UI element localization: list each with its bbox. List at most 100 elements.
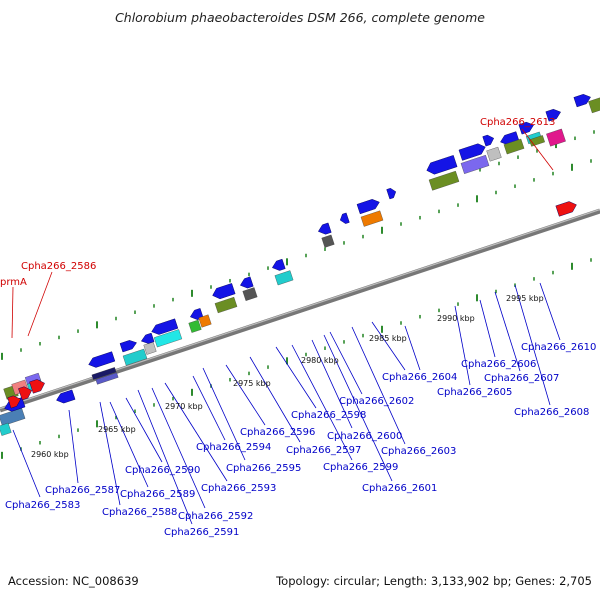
gene-box-shape [122, 348, 148, 366]
gene-box[interactable] [588, 97, 600, 114]
highlight-label[interactable]: prmA [0, 277, 27, 288]
gene-label[interactable]: Cpha266_2597 [286, 445, 361, 456]
gene-arrow[interactable] [211, 283, 236, 300]
gene-label[interactable]: Cpha266_2602 [339, 396, 414, 407]
gene-box[interactable] [153, 329, 183, 348]
leader-line [27, 271, 53, 337]
map-title: Chlorobium phaeobacteroides DSM 266, com… [115, 10, 485, 25]
gene-label[interactable]: Cpha266_2608 [514, 407, 589, 418]
gene-arrow[interactable] [150, 318, 179, 337]
gene-box-shape [198, 314, 212, 328]
gene-arrow[interactable] [317, 222, 332, 236]
gene-label[interactable]: Cpha266_2588 [102, 507, 177, 518]
gene-box[interactable] [122, 348, 148, 366]
gene-box[interactable] [428, 170, 460, 191]
gene-label[interactable]: Cpha266_2601 [362, 483, 437, 494]
gene-box[interactable] [143, 341, 157, 355]
gene-arrow[interactable] [189, 308, 204, 321]
leader-line [291, 344, 353, 461]
gene-arrow[interactable] [119, 338, 138, 353]
gene-arrow[interactable] [356, 197, 381, 215]
leader-line [249, 356, 301, 443]
gene-label[interactable]: Cpha266_2595 [226, 463, 301, 474]
gene-label[interactable]: Cpha266_2603 [381, 446, 456, 457]
gene-arrow-shape [18, 386, 32, 401]
gene-box[interactable] [214, 296, 238, 314]
gene-box[interactable] [91, 367, 117, 380]
gene-box-shape [153, 329, 183, 348]
gene-arrow-shape [56, 389, 76, 404]
gene-label[interactable]: Cpha266_2604 [382, 372, 457, 383]
gene-label[interactable]: Cpha266_2593 [201, 483, 276, 494]
gene-box[interactable] [360, 210, 384, 227]
leader-line [225, 364, 266, 426]
gene-box[interactable] [546, 128, 566, 147]
gene-box[interactable] [188, 319, 202, 333]
scale-label: 2980 kbp [301, 356, 339, 365]
gene-arrow[interactable] [386, 187, 398, 200]
gene-label[interactable]: Cpha266_2598 [291, 410, 366, 421]
gene-box[interactable] [460, 154, 490, 174]
gene-arrow-shape [545, 108, 561, 122]
gene-box[interactable] [321, 234, 335, 248]
gene-arrow[interactable] [458, 142, 487, 161]
gene-label[interactable]: Cpha266_2600 [327, 431, 402, 442]
gene-arrow[interactable] [18, 385, 33, 401]
gene-box-shape [95, 372, 119, 385]
gene-label[interactable]: Cpha266_2594 [196, 442, 271, 453]
gene-box-shape [460, 154, 490, 174]
gene-arrow[interactable] [482, 133, 496, 147]
gene-arrow[interactable] [140, 332, 155, 345]
gene-arrow[interactable] [518, 120, 535, 135]
gene-label[interactable]: Cpha266_2599 [323, 462, 398, 473]
gene-arrow-shape [212, 283, 236, 300]
leader-line [514, 284, 551, 406]
gene-arrow[interactable] [239, 276, 254, 290]
gene-box[interactable] [274, 270, 294, 286]
leader-line [12, 429, 41, 498]
gene-arrow-shape [272, 258, 286, 271]
gene-box[interactable] [198, 314, 212, 328]
gene-box[interactable] [0, 407, 26, 427]
gene-arrow[interactable] [271, 258, 286, 272]
leader-line [275, 346, 317, 409]
gene-box-shape [546, 128, 566, 147]
gene-box-shape [0, 422, 12, 436]
gene-arrow[interactable] [339, 212, 350, 225]
highlight-label[interactable]: Cpha266_2586 [21, 261, 96, 272]
gene-label[interactable]: Cpha266_2592 [178, 511, 253, 522]
gene-arrow[interactable] [573, 92, 592, 108]
gene-label[interactable]: Cpha266_2587 [45, 485, 120, 496]
gene-box-shape [274, 270, 294, 286]
gene-box[interactable] [242, 287, 258, 301]
gene-label[interactable]: Cpha266_2596 [240, 427, 315, 438]
gene-label[interactable]: Cpha266_2583 [5, 500, 80, 511]
gene-label[interactable]: Cpha266_2590 [125, 465, 200, 476]
gene-arrow-shape [29, 379, 45, 394]
leader-line [202, 367, 246, 461]
gene-arrow[interactable] [7, 394, 23, 409]
gene-arrow[interactable] [55, 389, 76, 405]
gene-label[interactable]: Cpha266_2606 [461, 359, 536, 370]
gene-box-shape [0, 407, 26, 427]
gene-arrow[interactable] [425, 155, 458, 176]
gene-label[interactable]: Cpha266_2607 [484, 373, 559, 384]
gene-box[interactable] [95, 372, 119, 385]
gene-arrow[interactable] [29, 377, 46, 394]
gene-label[interactable]: Cpha266_2591 [164, 527, 239, 538]
scale-label: 2975 kbp [233, 379, 271, 388]
gene-arrow[interactable] [555, 200, 578, 217]
gene-arrow-shape [426, 155, 458, 175]
gene-arrow[interactable] [545, 107, 562, 122]
gene-box[interactable] [486, 146, 502, 162]
gene-label[interactable]: Cpha266_2605 [437, 387, 512, 398]
gene-label[interactable]: Cpha266_2589 [120, 489, 195, 500]
highlight-label[interactable]: Cpha266_2613 [480, 117, 555, 128]
scale-label: 2985 kbp [369, 334, 407, 343]
gene-box[interactable] [503, 138, 525, 155]
gene-arrow-shape [482, 134, 495, 147]
gene-arrow[interactable] [87, 351, 116, 370]
gene-box[interactable] [0, 422, 12, 436]
gene-arrow-shape [318, 222, 332, 235]
gene-label[interactable]: Cpha266_2610 [521, 342, 596, 353]
